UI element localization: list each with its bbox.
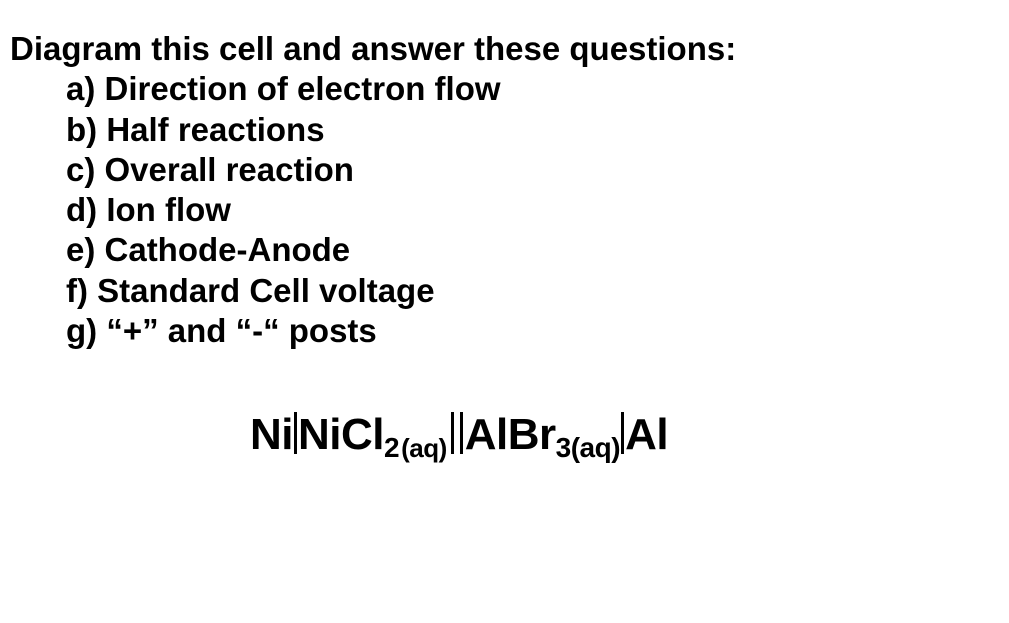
list-item-g: g) “+” and “-“ posts [66,311,999,351]
list-item-b: b) Half reactions [66,110,999,150]
notation-solution-1-sub: 2 [384,432,399,464]
question-heading: Diagram this cell and answer these quest… [10,28,999,69]
notation-solution-2-sub: 3(aq) [556,432,620,464]
question-list: a) Direction of electron flow b) Half re… [66,69,999,351]
list-item-e: e) Cathode-Anode [66,230,999,270]
phase-boundary-icon [294,412,297,454]
phase-boundary-icon [621,412,624,454]
notation-solution-2: AlBr [465,410,556,460]
notation-electrode-1: Ni [250,410,293,460]
cell-notation: Ni NiCl2 (aq) AlBr3(aq) Al [250,407,999,460]
list-item-a: a) Direction of electron flow [66,69,999,109]
list-item-c: c) Overall reaction [66,150,999,190]
notation-electrode-2: Al [625,410,668,460]
salt-bridge-icon [450,407,464,449]
notation-solution-1: NiCl [298,410,384,460]
notation-solution-1-aq: (aq) [401,433,447,464]
list-item-d: d) Ion flow [66,190,999,230]
list-item-f: f) Standard Cell voltage [66,271,999,311]
